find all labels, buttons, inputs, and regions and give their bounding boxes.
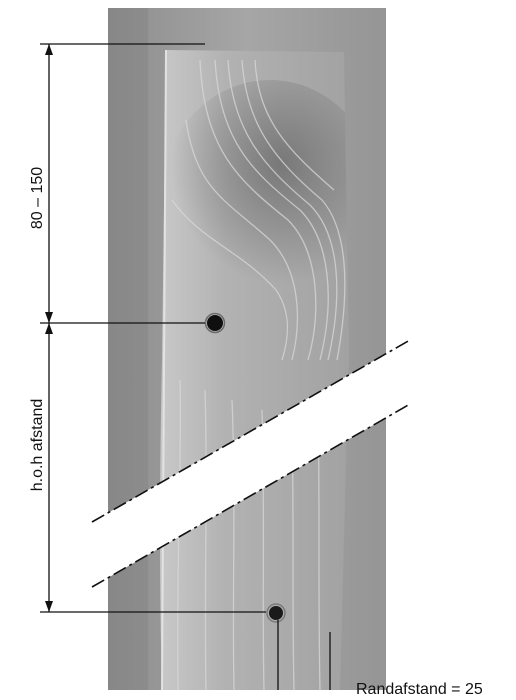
arrowhead-spacing-down	[45, 601, 53, 612]
dimension-arrowheads	[45, 44, 53, 612]
edge-distance-label: Randafstand = 25	[356, 681, 483, 698]
board-edge-line	[161, 49, 167, 691]
lower-hole-rim	[266, 603, 286, 623]
dimension-annotations	[40, 43, 331, 690]
break-line-lower	[91, 403, 411, 588]
arrowhead-top-down	[45, 312, 53, 323]
lower-hole	[269, 606, 283, 620]
center-spacing-label: h.o.h afstand	[29, 399, 46, 492]
break-gap	[92, 340, 410, 587]
top-dimension-label: 80 – 150	[29, 167, 46, 229]
backdrop-shadow	[108, 8, 148, 690]
arrowhead-top-up	[45, 44, 53, 55]
upper-hole	[207, 315, 223, 331]
break-line-upper	[91, 339, 411, 523]
upper-hole-rim	[204, 312, 226, 334]
arrowhead-spacing-up	[45, 323, 53, 334]
timber-board	[160, 49, 349, 691]
